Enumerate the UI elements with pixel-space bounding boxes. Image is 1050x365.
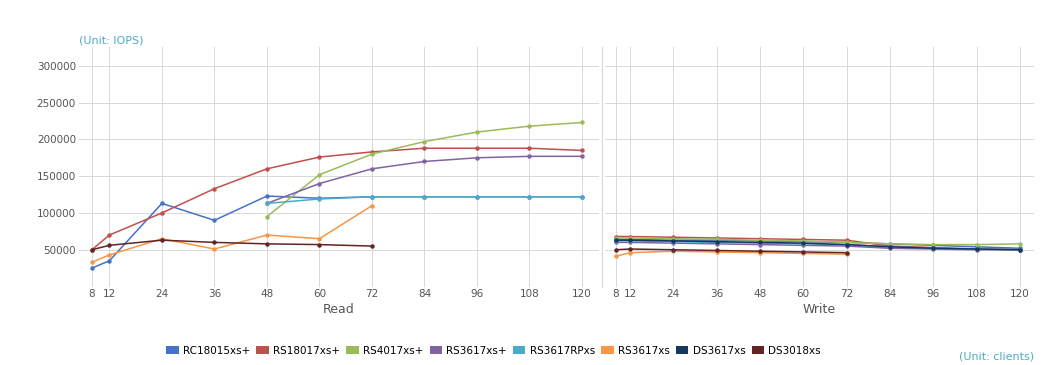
Text: (Unit: clients): (Unit: clients) — [959, 351, 1034, 361]
Legend: RC18015xs+, RS18017xs+, RS4017xs+, RS3617xs+, RS3617RPxs, RS3617xs, DS3617xs, DS: RC18015xs+, RS18017xs+, RS4017xs+, RS361… — [162, 342, 825, 360]
Text: (Unit: IOPS): (Unit: IOPS) — [79, 36, 143, 46]
X-axis label: Read: Read — [323, 303, 355, 316]
X-axis label: Write: Write — [803, 303, 836, 316]
